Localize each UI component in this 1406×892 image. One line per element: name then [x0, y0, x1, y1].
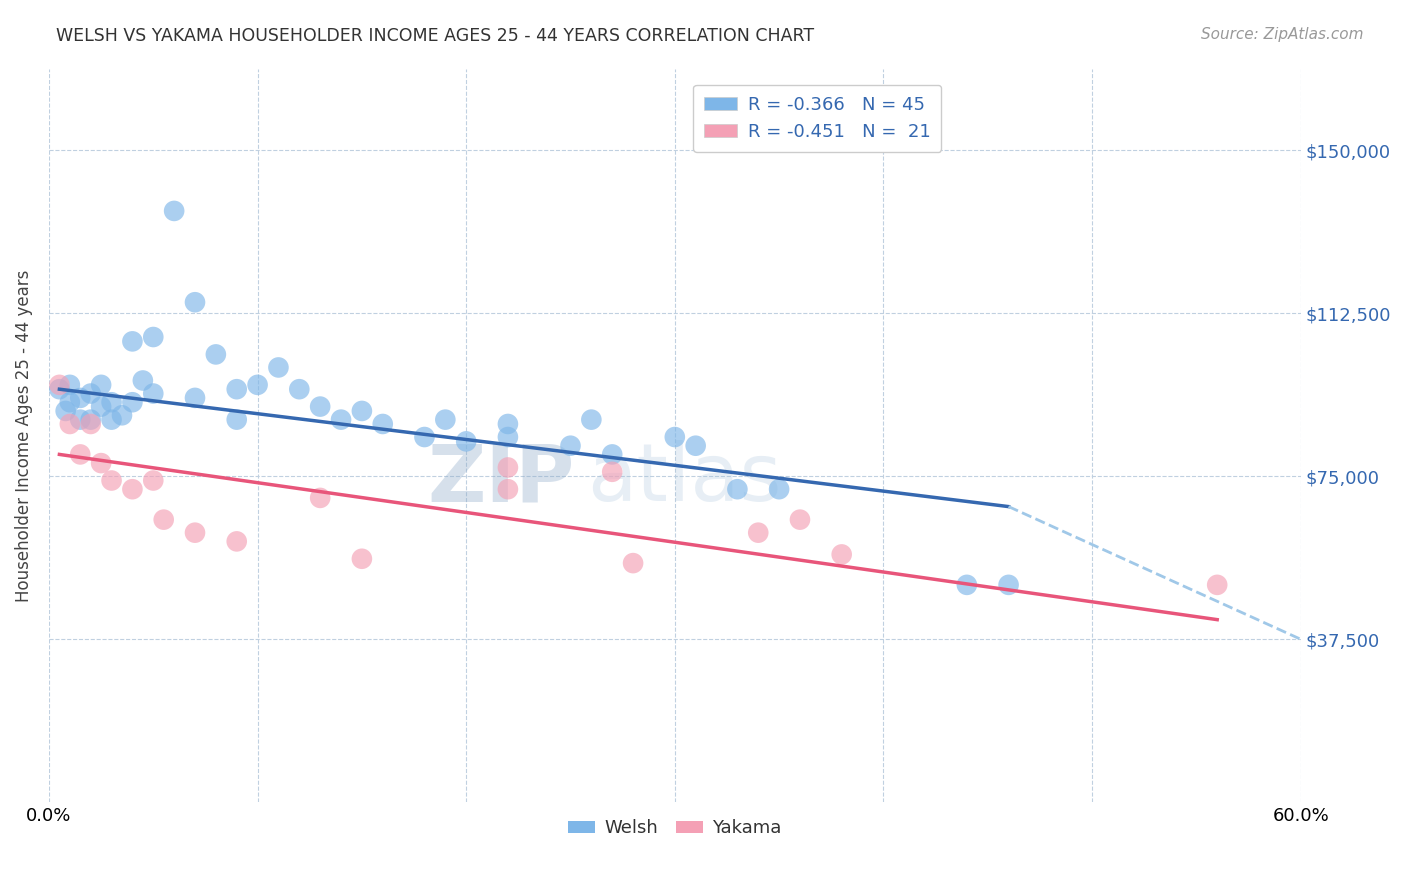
Point — [350, 551, 373, 566]
Point — [100, 474, 122, 488]
Point — [121, 395, 143, 409]
Point — [413, 430, 436, 444]
Point — [496, 430, 519, 444]
Y-axis label: Householder Income Ages 25 - 44 years: Householder Income Ages 25 - 44 years — [15, 269, 32, 601]
Point — [725, 482, 748, 496]
Point — [581, 412, 603, 426]
Point — [267, 360, 290, 375]
Point — [225, 412, 247, 426]
Point — [831, 548, 853, 562]
Point — [80, 417, 103, 431]
Point — [225, 534, 247, 549]
Point — [330, 412, 353, 426]
Point — [434, 412, 457, 426]
Point — [90, 400, 112, 414]
Point — [205, 347, 228, 361]
Point — [59, 377, 82, 392]
Legend: Welsh, Yakama: Welsh, Yakama — [561, 812, 789, 845]
Point — [121, 334, 143, 349]
Point — [69, 447, 91, 461]
Text: atlas: atlas — [588, 441, 782, 518]
Point — [997, 578, 1019, 592]
Point — [456, 434, 478, 449]
Point — [350, 404, 373, 418]
Point — [163, 203, 186, 218]
Point — [600, 447, 623, 461]
Point — [121, 482, 143, 496]
Point — [789, 513, 811, 527]
Point — [48, 377, 70, 392]
Point — [48, 382, 70, 396]
Point — [371, 417, 394, 431]
Point — [309, 491, 332, 505]
Point — [956, 578, 979, 592]
Point — [55, 404, 77, 418]
Point — [309, 400, 332, 414]
Text: Source: ZipAtlas.com: Source: ZipAtlas.com — [1201, 27, 1364, 42]
Point — [288, 382, 311, 396]
Point — [184, 391, 207, 405]
Point — [100, 395, 122, 409]
Point — [142, 386, 165, 401]
Text: ZIP: ZIP — [427, 441, 575, 518]
Point — [132, 374, 155, 388]
Point — [69, 391, 91, 405]
Point — [768, 482, 790, 496]
Point — [80, 412, 103, 426]
Text: WELSH VS YAKAMA HOUSEHOLDER INCOME AGES 25 - 44 YEARS CORRELATION CHART: WELSH VS YAKAMA HOUSEHOLDER INCOME AGES … — [56, 27, 814, 45]
Point — [496, 482, 519, 496]
Point — [496, 417, 519, 431]
Point — [600, 465, 623, 479]
Point — [111, 409, 134, 423]
Point — [59, 417, 82, 431]
Point — [184, 525, 207, 540]
Point — [496, 460, 519, 475]
Point — [80, 386, 103, 401]
Point — [152, 513, 174, 527]
Point — [621, 556, 644, 570]
Point — [90, 456, 112, 470]
Point — [142, 330, 165, 344]
Point — [747, 525, 769, 540]
Point — [664, 430, 686, 444]
Point — [59, 395, 82, 409]
Point — [246, 377, 269, 392]
Point — [184, 295, 207, 310]
Point — [90, 377, 112, 392]
Point — [225, 382, 247, 396]
Point — [1206, 578, 1229, 592]
Point — [142, 474, 165, 488]
Point — [560, 439, 582, 453]
Point — [685, 439, 707, 453]
Point — [69, 412, 91, 426]
Point — [100, 412, 122, 426]
